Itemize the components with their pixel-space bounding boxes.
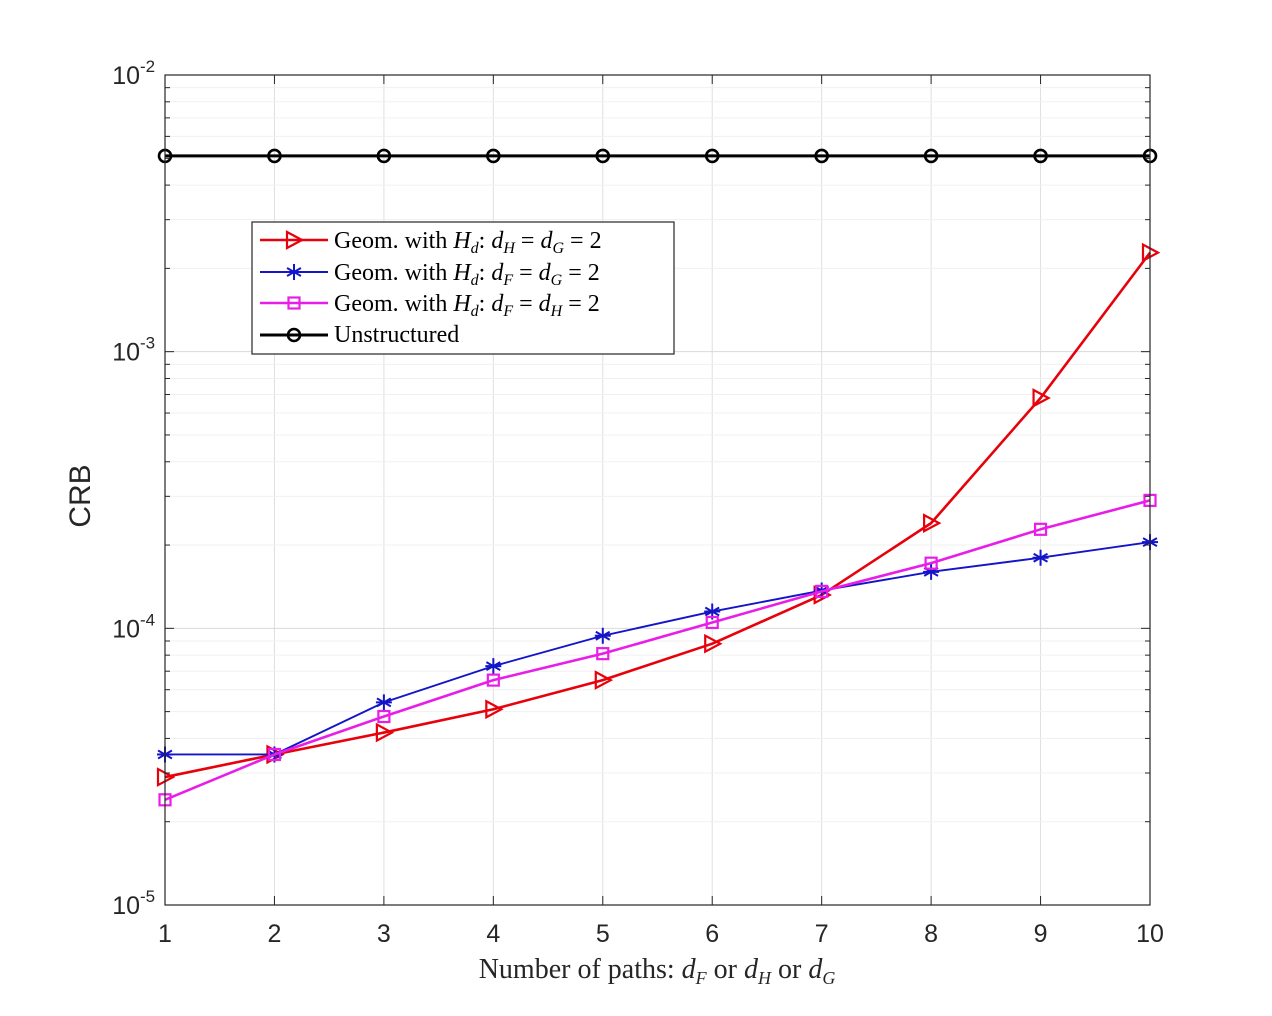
- legend-samples: [260, 230, 328, 343]
- legend-marker-sample: [286, 327, 302, 343]
- data-point: [923, 148, 939, 164]
- x-tick-label: 3: [377, 920, 391, 948]
- legend-label-series-4: Unstructured: [334, 322, 459, 348]
- legend-label-series-2: Geom. with Hd: dF = dG = 2: [334, 260, 600, 289]
- x-tick-label: 6: [705, 920, 719, 948]
- data-point: [594, 670, 614, 690]
- data-point: [924, 556, 938, 570]
- x-tick-label: 4: [486, 920, 500, 948]
- legend-marker-sample: [286, 264, 302, 280]
- data-point: [1032, 388, 1051, 408]
- x-tick-label: 7: [815, 920, 829, 948]
- data-point: [705, 615, 719, 630]
- y-tick-label: 10: [112, 62, 140, 90]
- plot-frame: [164, 74, 1151, 906]
- data-point: [815, 584, 829, 598]
- series-layer: [156, 148, 1161, 807]
- series-line: [164, 251, 1152, 779]
- y-tick-exponent: -3: [140, 334, 155, 353]
- legend-marker-sample: [285, 230, 305, 250]
- data-point: [375, 694, 392, 711]
- series-4: [157, 148, 1158, 164]
- series-line: [165, 541, 1151, 756]
- y-tick-exponent: -5: [140, 887, 155, 906]
- legend-label-series-3: Geom. with Hd: dF = dH = 2: [334, 291, 600, 320]
- data-point: [267, 747, 282, 762]
- y-tick-label: 10: [112, 339, 140, 367]
- y-tick-exponent: -2: [140, 57, 155, 76]
- data-point: [486, 673, 500, 687]
- data-point: [594, 627, 611, 644]
- data-point: [596, 647, 610, 661]
- y-tick-label: 10: [112, 615, 140, 643]
- data-point: [923, 513, 942, 533]
- data-point: [814, 148, 829, 164]
- y-tick-label: 10: [112, 892, 140, 920]
- x-tick-label: 9: [1034, 920, 1048, 948]
- y-tick-exponent: -4: [140, 610, 155, 629]
- legend-label-series-1: Geom. with Hd: dH = dG = 2: [334, 228, 602, 257]
- y-axis-label: CRB: [64, 464, 97, 527]
- x-tick-label: 2: [267, 920, 281, 948]
- data-point: [704, 633, 723, 654]
- data-point: [1033, 148, 1048, 164]
- x-tick-label: 5: [596, 920, 610, 948]
- data-point: [376, 148, 392, 164]
- data-point: [485, 658, 502, 675]
- plot-background: [165, 75, 1150, 905]
- legend-box: [251, 221, 675, 355]
- data-point: [595, 148, 611, 164]
- data-point: [1033, 522, 1048, 536]
- x-tick-label: 8: [924, 920, 938, 948]
- data-point: [377, 709, 391, 724]
- x-tick-label: 10: [1136, 920, 1164, 948]
- data-point: [375, 722, 395, 743]
- data-point: [485, 699, 504, 720]
- data-point: [267, 148, 282, 164]
- data-point: [704, 148, 720, 164]
- data-point: [704, 603, 721, 620]
- legend-marker-sample: [287, 296, 301, 310]
- x-tick-label: 1: [158, 920, 172, 948]
- data-point: [1032, 549, 1049, 566]
- x-axis-label: Number of paths: dF or dH or dG: [479, 954, 836, 988]
- series-line: [164, 499, 1151, 802]
- legend: Geom. with Hd: dH = dG = 2 Geom. with Hd: dF = d…: [251, 221, 675, 355]
- data-point: [486, 148, 501, 164]
